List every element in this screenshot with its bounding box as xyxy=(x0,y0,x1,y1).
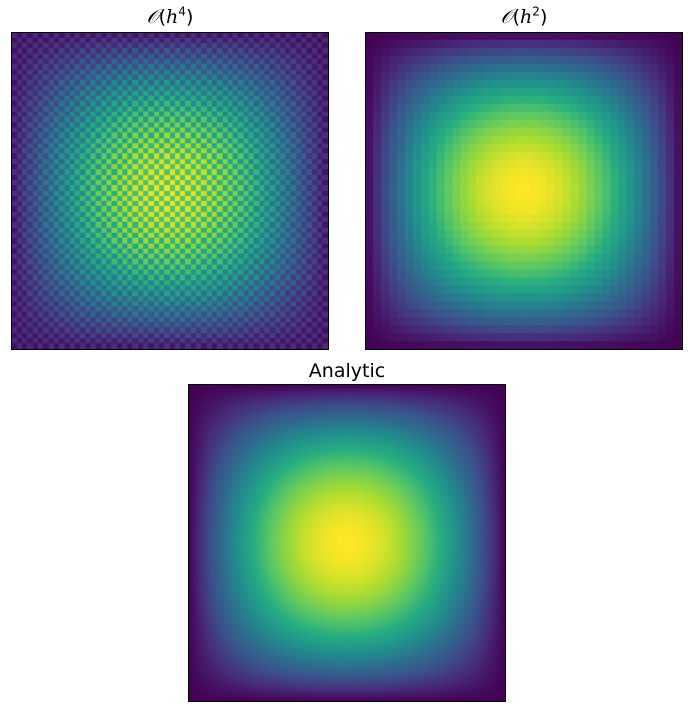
panel-order-h2: 𝒪(h2) xyxy=(365,6,683,350)
variable-h: h xyxy=(166,6,179,28)
exponent: 4 xyxy=(178,4,186,19)
heatmap-analytic xyxy=(188,384,506,702)
order-symbol: 𝒪 xyxy=(500,6,513,28)
heatmap-order-h2 xyxy=(365,32,683,350)
panel-order-h4: 𝒪(h4) xyxy=(11,6,329,350)
panel-order-h2-title: 𝒪(h2) xyxy=(500,4,548,28)
variable-h: h xyxy=(520,6,533,28)
panel-analytic: Analytic xyxy=(188,360,506,702)
panel-order-h4-title: 𝒪(h4) xyxy=(146,4,194,28)
exponent: 2 xyxy=(532,4,540,19)
heatmap-order-h4 xyxy=(11,32,329,350)
order-symbol: 𝒪 xyxy=(146,6,159,28)
panel-analytic-title: Analytic xyxy=(308,360,386,382)
